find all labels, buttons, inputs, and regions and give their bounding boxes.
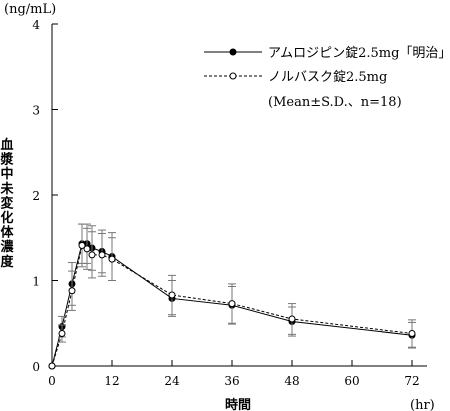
legend: アムロジピン錠2.5mg「明治」 ノルバスク錠2.5mg (Mean±S.D.、…: [204, 46, 450, 110]
y-axis-title-char: 未: [0, 181, 14, 197]
x-tick-label: 36: [224, 374, 239, 388]
data-point: [408, 330, 416, 338]
x-tick-label: 12: [104, 374, 119, 388]
data-point: [88, 251, 96, 259]
data-point: [58, 330, 66, 338]
data-point: [288, 315, 296, 323]
x-tick-label: 24: [164, 374, 180, 388]
y-tick-label: 1: [32, 275, 40, 289]
x-tick-label: 48: [284, 374, 299, 388]
data-point: [98, 251, 106, 259]
legend-marker-series-2: [229, 72, 237, 80]
x-unit-label: (hr): [410, 398, 435, 411]
legend-marker-series-1: [229, 48, 237, 56]
y-axis-title-char: 体: [0, 225, 14, 241]
legend-label-series-2: ノルバスク錠2.5mg: [268, 70, 387, 85]
x-tick-label: 0: [48, 374, 56, 388]
x-axis-title: 時間: [225, 397, 251, 411]
y-axis-title-char: 変: [0, 195, 13, 211]
data-point: [83, 245, 91, 253]
x-tick-label: 72: [404, 374, 419, 388]
y-axis-title-char: 漿: [0, 152, 14, 168]
y-tick-label: 4: [32, 18, 40, 32]
data-point: [68, 287, 76, 295]
y-axis-title-char: 化: [0, 210, 13, 226]
data-point: [228, 300, 236, 308]
data-point: [168, 291, 176, 299]
legend-label-series-1: アムロジピン錠2.5mg「明治」: [268, 46, 450, 61]
y-tick-label: 2: [32, 189, 40, 203]
series-line: [51, 244, 413, 367]
y-axis-title-char: 度: [0, 254, 14, 270]
data-point: [48, 362, 56, 370]
legend-note: (Mean±S.D.、n=18): [268, 95, 402, 110]
series-2: [48, 223, 416, 370]
y-axis-title-char: 血: [0, 137, 13, 153]
y-tick-label: 0: [32, 360, 40, 374]
y-axis-title-char: 濃: [0, 239, 14, 255]
plot-area: [48, 223, 416, 370]
data-point: [108, 255, 116, 263]
x-tick-label: 60: [344, 374, 359, 388]
data-point: [78, 241, 86, 249]
y-tick-label: 3: [32, 104, 40, 118]
y-axis-title-char: 中: [0, 166, 13, 182]
y-unit-label: (ng/mL): [4, 2, 56, 17]
